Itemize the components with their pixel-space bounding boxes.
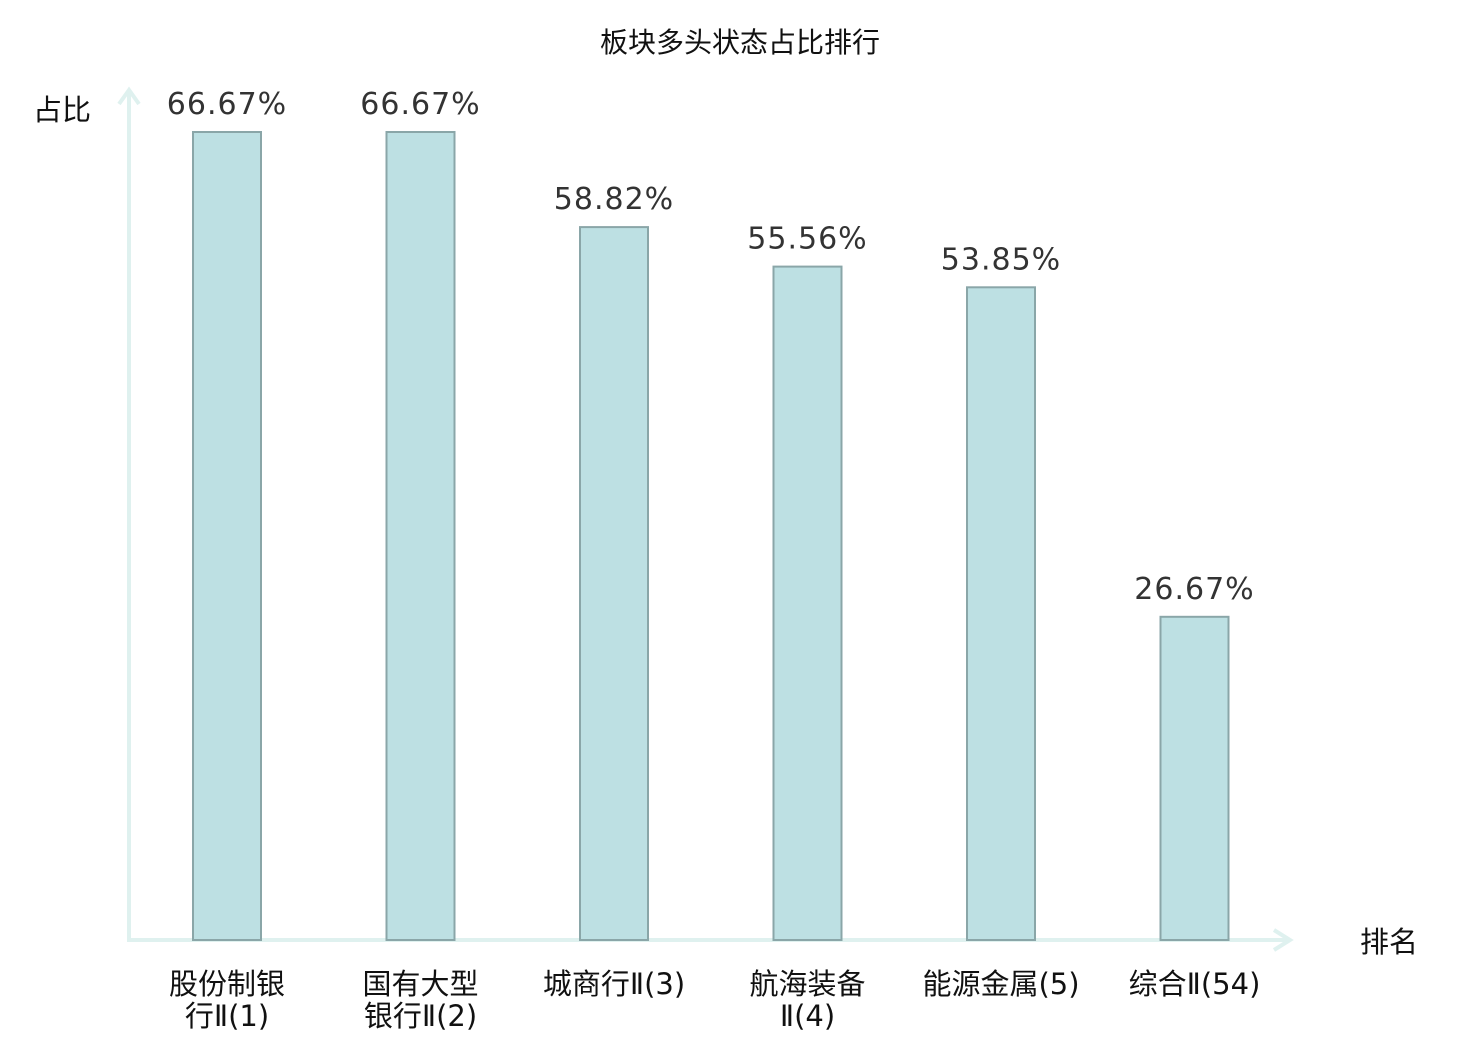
category-label-1: 股份制银行Ⅱ(1) [169, 967, 285, 1033]
category-label-line: 国有大型 [362, 967, 478, 1001]
bar-value-label-5: 53.85% [941, 242, 1061, 277]
category-label-line: 航海装备 [749, 967, 865, 1001]
value-labels-group: 66.67% 66.67% 58.82% 55.56% 53.85% 26.67% [167, 87, 1254, 607]
category-label-line: 行Ⅱ(1) [185, 999, 269, 1033]
axes [117, 86, 1294, 952]
category-label-6: 综合Ⅱ(54) [1129, 967, 1261, 1001]
bar-6 [1159, 615, 1230, 941]
bar-value-label-3: 58.82% [554, 182, 674, 217]
category-label-line: 股份制银 [169, 967, 285, 1001]
category-label-3: 城商行Ⅱ(3) [543, 967, 685, 1001]
bar-5 [966, 286, 1036, 941]
category-label-line: 能源金属(5) [922, 967, 1079, 1001]
bar-value-label-4: 55.56% [747, 222, 867, 257]
category-label-line: 综合Ⅱ(54) [1129, 967, 1261, 1001]
bar-value-label-2: 66.67% [360, 87, 480, 122]
x-axis-arrow [1272, 928, 1294, 952]
x-axis-label: 排名 [1360, 925, 1418, 959]
category-label-line: Ⅱ(4) [780, 999, 835, 1033]
category-label-4: 航海装备 Ⅱ(4) [749, 967, 865, 1033]
bar-4 [772, 265, 843, 942]
bar-3 [579, 226, 649, 942]
y-axis-label: 占比 [33, 93, 91, 127]
bars-group [192, 131, 1230, 942]
bar-1 [192, 131, 262, 941]
bar-2 [385, 131, 456, 941]
bar-value-label-6: 26.67% [1134, 572, 1254, 607]
chart-title: 板块多头状态占比排行 [600, 26, 880, 59]
y-axis-arrow [117, 86, 141, 106]
category-labels-group: 股份制银行Ⅱ(1) 国有大型银行Ⅱ(2) 城商行Ⅱ(3) 航海装备 Ⅱ(4) 能源金属(5… [169, 967, 1260, 1033]
category-label-line: 城商行Ⅱ(3) [543, 967, 685, 1001]
bar-value-label-1: 66.67% [167, 87, 287, 122]
category-label-2: 国有大型银行Ⅱ(2) [362, 967, 478, 1033]
category-label-line: 银行Ⅱ(2) [364, 999, 477, 1033]
category-label-5: 能源金属(5) [922, 967, 1079, 1001]
